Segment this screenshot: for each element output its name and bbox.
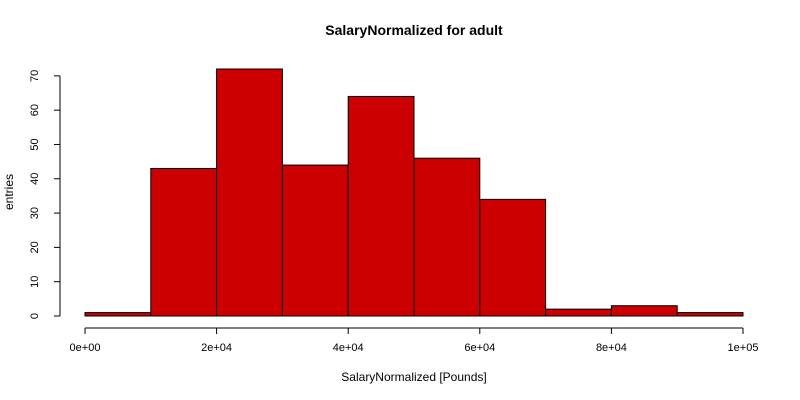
x-tick-label: 0e+00: [70, 342, 101, 354]
y-tick-label: 20: [29, 241, 41, 253]
x-tick-label: 6e+04: [464, 342, 495, 354]
histogram-bar-3: [281, 164, 349, 317]
x-axis: 0e+00 2e+04 4e+04 6e+04 8e+04 1e+05: [70, 327, 759, 354]
histogram-bar-9: [676, 312, 744, 317]
x-tick-label: 4e+04: [333, 342, 364, 354]
x-tick-label: 2e+04: [201, 342, 232, 354]
y-tick-label: 60: [29, 104, 41, 116]
y-tick-label: 40: [29, 173, 41, 185]
chart-title: SalaryNormalized for adult: [325, 22, 503, 38]
y-tick-label: 30: [29, 207, 41, 219]
x-tick-label: 8e+04: [596, 342, 627, 354]
bars-group: [84, 68, 744, 317]
histogram-bar-6: [479, 198, 547, 317]
x-tick-label: 1e+05: [728, 342, 759, 354]
histogram-bar-0: [84, 312, 152, 317]
y-axis: 0 10 20 30 40 50 60 70: [29, 70, 61, 319]
y-tick-label: 70: [29, 70, 41, 82]
y-axis-label: entries: [2, 174, 16, 210]
y-tick-label: 50: [29, 138, 41, 150]
histogram-bar-2: [216, 68, 283, 317]
x-axis-label: SalaryNormalized [Pounds]: [341, 370, 486, 384]
histogram-bar-1: [150, 167, 218, 317]
histogram-bar-8: [610, 305, 678, 317]
y-tick-label: 10: [29, 276, 41, 288]
histogram-bar-7: [545, 308, 612, 317]
histogram-bar-5: [413, 157, 481, 317]
y-tick-label: 0: [29, 313, 41, 319]
histogram-bar-4: [347, 95, 415, 317]
